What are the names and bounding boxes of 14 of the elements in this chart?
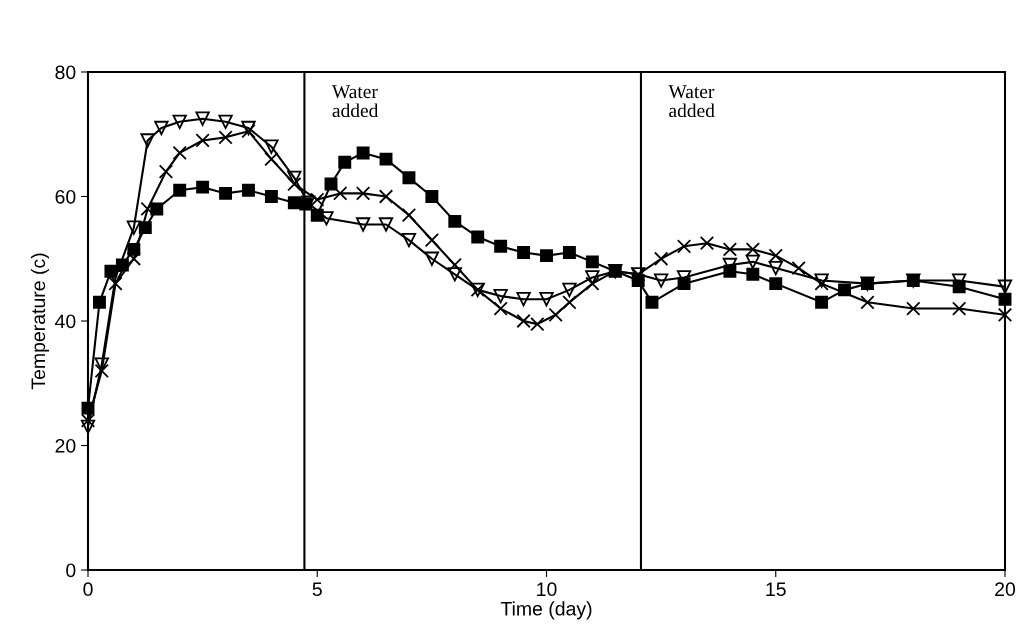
y-tick-label: 0	[66, 563, 76, 578]
y-tick-label: 80	[55, 65, 76, 80]
x-tick-label: 0	[83, 582, 93, 597]
x-tick-label: 20	[995, 582, 1016, 597]
y-tick-label: 60	[55, 189, 76, 204]
y-tick-label: 40	[55, 314, 76, 329]
x-axis-title: Time (day)	[500, 601, 592, 620]
y-axis-title: Temperature (c)	[30, 253, 50, 390]
ref-line-label: Water added	[331, 85, 379, 118]
x-tick-label: 5	[312, 582, 322, 597]
x-tick-label: 15	[766, 582, 786, 597]
ref-line-label: Water added	[668, 85, 715, 118]
y-tick-label: 20	[55, 438, 76, 453]
x-tick-label: 10	[537, 582, 557, 597]
